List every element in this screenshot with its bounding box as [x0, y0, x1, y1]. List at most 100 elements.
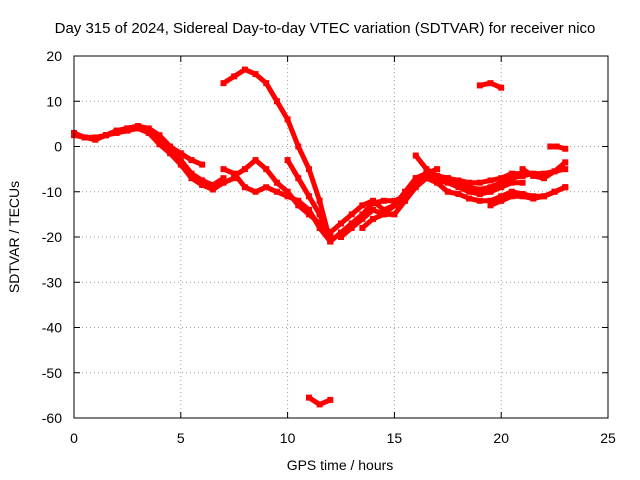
data-point — [348, 211, 355, 218]
data-point — [188, 175, 195, 182]
data-point — [338, 229, 344, 236]
data-point — [547, 143, 554, 150]
data-point — [348, 224, 355, 231]
data-point — [199, 177, 206, 184]
data-point — [92, 134, 99, 141]
data-point — [359, 224, 366, 231]
y-tick-label: -30 — [42, 274, 62, 290]
data-point — [487, 202, 494, 209]
data-point — [498, 179, 505, 186]
data-point — [412, 152, 419, 159]
data-point — [241, 66, 248, 73]
data-point — [519, 193, 526, 200]
data-point — [519, 170, 526, 177]
data-point — [466, 195, 473, 202]
data-point — [316, 220, 323, 227]
data-point — [359, 211, 366, 218]
data-point — [338, 220, 344, 227]
x-tick-label: 15 — [387, 430, 403, 446]
data-point — [455, 191, 462, 198]
data-point — [145, 129, 152, 136]
y-tick-label: 10 — [46, 93, 62, 109]
data-point — [81, 134, 88, 141]
data-point — [487, 197, 494, 204]
data-point — [487, 184, 494, 191]
data-point — [391, 197, 398, 204]
data-point — [305, 394, 312, 401]
data-point — [348, 220, 355, 227]
data-point — [402, 197, 409, 204]
x-tick-label: 10 — [280, 430, 296, 446]
y-tick-label: -40 — [42, 320, 62, 336]
data-point — [305, 193, 312, 200]
data-point — [370, 206, 377, 213]
data-point — [124, 125, 131, 132]
x-tick-label: 0 — [70, 430, 78, 446]
data-point — [540, 170, 547, 177]
data-point — [412, 184, 419, 191]
data-point — [508, 188, 515, 195]
data-point — [273, 188, 280, 195]
x-tick-label: 25 — [600, 430, 616, 446]
series-track-17 — [547, 143, 569, 152]
data-point — [508, 193, 515, 200]
data-point — [434, 166, 441, 173]
data-point — [466, 184, 473, 191]
data-point — [241, 166, 248, 173]
series-track-3 — [103, 123, 206, 168]
data-point — [156, 141, 163, 148]
data-point — [156, 136, 163, 143]
data-point — [519, 166, 526, 173]
data-point — [487, 188, 494, 195]
data-point — [476, 186, 483, 193]
x-tick-label: 20 — [493, 430, 509, 446]
data-point — [177, 150, 184, 157]
data-point — [263, 80, 270, 87]
data-point — [498, 84, 505, 91]
y-tick-label: -10 — [42, 184, 62, 200]
y-axis-label: SDTVAR / TECUs — [6, 181, 22, 293]
data-point — [434, 172, 441, 179]
data-point — [487, 177, 494, 184]
data-point — [295, 202, 302, 209]
data-point — [519, 179, 526, 186]
data-point — [508, 170, 515, 177]
series-track-8 — [305, 394, 334, 408]
series-track-16 — [519, 159, 569, 182]
x-axis-label: GPS time / hours — [287, 457, 394, 473]
data-point — [252, 157, 259, 164]
data-point — [177, 161, 184, 168]
data-point — [145, 125, 152, 132]
data-point — [295, 175, 302, 182]
data-point — [241, 184, 248, 191]
data-point — [220, 175, 227, 182]
data-point — [412, 175, 419, 182]
series-track-14 — [476, 80, 505, 91]
data-point — [231, 73, 238, 80]
data-point — [284, 188, 291, 195]
data-point — [455, 177, 462, 184]
data-point — [508, 179, 515, 186]
data-point — [252, 71, 259, 78]
series-track-15 — [487, 184, 569, 209]
data-point — [209, 181, 216, 188]
data-point — [423, 170, 430, 177]
data-point — [327, 238, 334, 245]
data-point — [220, 166, 227, 173]
data-point — [220, 80, 227, 87]
series-track-line — [359, 171, 526, 231]
data-point — [338, 234, 344, 240]
data-point — [252, 188, 259, 195]
data-point — [231, 172, 238, 179]
data-point — [103, 132, 110, 139]
data-point — [551, 168, 558, 175]
data-point — [273, 179, 280, 186]
data-point — [402, 193, 409, 200]
data-point — [444, 188, 451, 195]
y-tick-label: 0 — [54, 139, 62, 155]
data-point — [444, 179, 451, 186]
data-point — [370, 215, 377, 222]
data-point — [553, 143, 560, 150]
data-point — [498, 184, 505, 191]
data-point — [135, 123, 142, 130]
